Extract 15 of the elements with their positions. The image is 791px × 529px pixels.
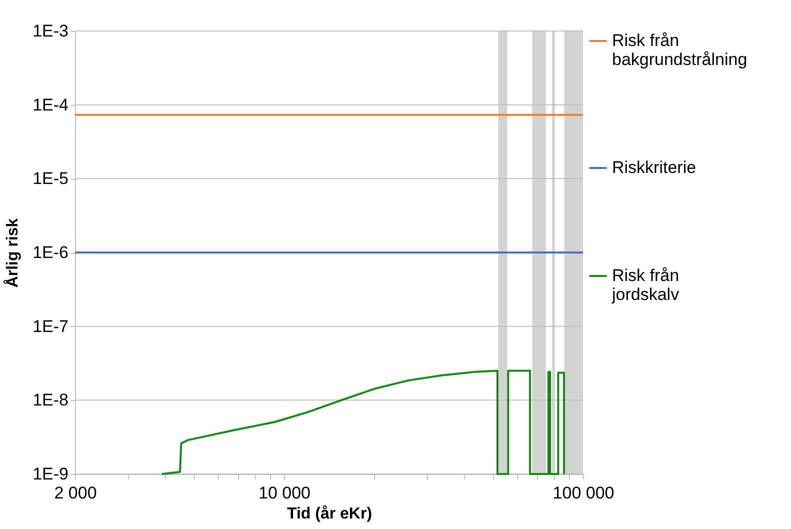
- y-tick-label: 1E-6: [32, 243, 68, 262]
- y-tick-label: 1E-8: [32, 390, 68, 410]
- y-tick-label: 1E-7: [32, 316, 68, 336]
- legend-label: Riskkriterie: [612, 158, 696, 177]
- y-tick-label: 1E-5: [32, 169, 68, 188]
- y-axis-title: Årlig risk: [2, 218, 22, 288]
- x-tick-label: 100 000: [552, 484, 614, 502]
- y-tick-label: 1E-4: [32, 95, 68, 114]
- y-tick-label: 1E-3: [32, 22, 68, 40]
- legend-label: Risk från jordskalv: [611, 266, 680, 304]
- x-tick-label: 10 000: [258, 484, 310, 502]
- y-tick-label: 1E-9: [32, 464, 68, 484]
- x-axis-title: Tid (år eKr): [286, 504, 372, 522]
- x-tick-label: 2 000: [54, 484, 97, 502]
- legend-label: Risk från bakgrundstrålning: [612, 31, 748, 69]
